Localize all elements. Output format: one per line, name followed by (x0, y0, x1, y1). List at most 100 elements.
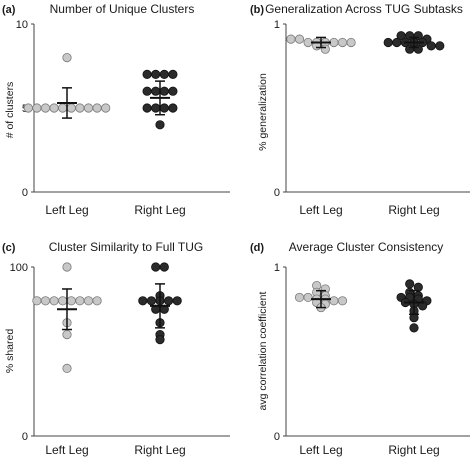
data-point-left-d (294, 292, 305, 303)
data-point-left-b (286, 34, 296, 44)
data-point-left-a (40, 103, 51, 113)
data-point-left-b (294, 34, 305, 44)
data-point-right-b (405, 44, 415, 54)
data-point-right-a (168, 86, 178, 96)
data-point-left-c (32, 296, 42, 306)
y-tick-label-c: 100 (10, 262, 28, 274)
data-point-right-a (151, 103, 161, 113)
data-point-right-a (168, 103, 178, 113)
data-point-left-d (337, 296, 348, 306)
y-tick-label-d: 0 (274, 431, 280, 443)
category-label-right-d: Right Leg (388, 443, 439, 457)
data-point-left-c (75, 296, 85, 306)
data-point-left-a (66, 103, 76, 113)
category-label-left-a: Left Leg (45, 203, 88, 217)
data-points-c (32, 262, 182, 373)
data-point-right-a (168, 69, 178, 80)
data-point-right-b (426, 41, 436, 51)
category-label-left-c: Left Leg (45, 443, 88, 457)
data-point-left-c (83, 296, 94, 306)
data-point-left-a (62, 52, 72, 63)
data-point-right-c (155, 335, 165, 345)
y-axis-label-c: % shared (4, 329, 16, 374)
data-point-right-c (172, 296, 182, 306)
y-axis-label-a: # of clusters (4, 82, 16, 139)
axes-d (285, 267, 470, 437)
data-point-left-c (62, 262, 72, 272)
data-points-b (286, 31, 445, 54)
data-point-left-a (92, 103, 102, 113)
data-point-right-a (142, 86, 152, 96)
data-point-right-b (413, 44, 423, 54)
data-point-right-a (142, 69, 152, 80)
data-points-a (23, 52, 178, 130)
data-point-left-b (337, 37, 348, 48)
data-point-left-c (66, 296, 76, 306)
data-point-right-a (151, 69, 161, 80)
category-label-left-d: Left Leg (299, 443, 342, 457)
category-label-left-b: Left Leg (299, 203, 342, 217)
data-point-left-c (58, 296, 68, 306)
data-point-left-c (49, 296, 59, 306)
y-tick-label-b: 0 (274, 187, 280, 199)
y-tick-label-a: 10 (16, 19, 28, 31)
category-label-right-c: Right Leg (134, 443, 185, 457)
data-point-right-a (151, 86, 161, 96)
y-tick-label-a: 0 (22, 187, 28, 199)
y-axis-label-d: avg correlation coefficient (257, 291, 269, 410)
data-point-right-a (159, 103, 169, 113)
data-point-right-a (159, 69, 169, 80)
panel-label-a: (a) (2, 4, 16, 16)
y-ticks-d: 01 (274, 262, 286, 443)
data-point-left-d (329, 296, 339, 306)
data-point-right-c (164, 296, 174, 306)
data-point-right-b (392, 37, 402, 48)
chart-title-c: Cluster Similarity to Full TUG (49, 240, 203, 254)
axes-b (285, 24, 470, 193)
data-point-left-a (75, 103, 85, 113)
data-point-right-c (138, 296, 148, 306)
chart-title-b: Generalization Across TUG Subtasks (265, 2, 463, 16)
panel-a: (a) Number of Unique Clusters # of clust… (2, 2, 230, 217)
chart-title-a: Number of Unique Clusters (50, 2, 195, 16)
y-tick-label-b: 1 (274, 19, 280, 31)
data-point-left-a (23, 103, 33, 113)
panel-label-b: (b) (250, 4, 264, 16)
category-label-right-b: Right Leg (388, 203, 439, 217)
panel-b: (b) Generalization Across TUG Subtasks %… (250, 2, 470, 217)
panel-label-d: (d) (250, 242, 264, 254)
y-tick-label-c: 0 (22, 431, 28, 443)
category-label-right-a: Right Leg (134, 203, 185, 217)
panel-label-c: (c) (2, 242, 16, 254)
data-point-left-b (320, 44, 330, 54)
data-point-left-b (346, 37, 356, 48)
data-point-right-b (435, 41, 445, 51)
data-point-right-c (151, 262, 161, 272)
y-ticks-b: 01 (274, 19, 286, 199)
data-point-left-a (32, 103, 42, 113)
data-point-right-a (159, 86, 169, 96)
axes-c (33, 267, 230, 437)
data-point-right-c (146, 296, 156, 306)
panel-d: (d) Average Cluster Consistency avg corr… (250, 240, 470, 457)
y-axis-label-b: % generalization (257, 73, 269, 151)
data-point-left-c (40, 296, 51, 306)
data-point-right-d (405, 279, 415, 289)
chart-title-d: Average Cluster Consistency (289, 240, 444, 254)
data-point-left-a (101, 103, 111, 113)
data-points-d (294, 279, 432, 333)
data-point-right-a (155, 120, 165, 130)
y-ticks-c: 0 100 (10, 262, 34, 443)
data-point-right-c (159, 262, 169, 272)
data-point-left-c (62, 363, 72, 373)
panel-c: (c) Cluster Similarity to Full TUG % sha… (2, 240, 230, 457)
data-point-left-a (58, 103, 68, 113)
data-point-left-a (49, 103, 59, 113)
y-tick-label-d: 1 (274, 262, 280, 274)
data-point-left-d (303, 292, 313, 303)
data-point-left-c (92, 296, 102, 306)
data-point-left-a (83, 103, 94, 113)
data-point-right-d (409, 323, 419, 333)
data-point-left-c (62, 329, 72, 340)
